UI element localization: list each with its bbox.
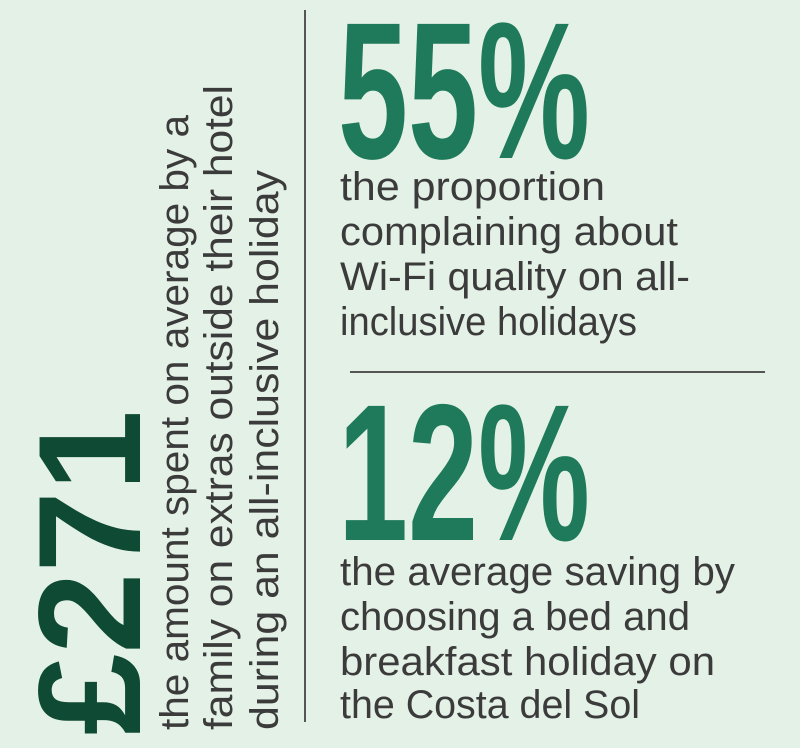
stat-bottom-right: 12% the average saving by choosing a bed… xyxy=(338,364,735,727)
stat-figure: 12% xyxy=(338,364,590,582)
stat-caption: family on extras outside their hotel xyxy=(197,85,241,730)
stat-caption: choosing a bed and xyxy=(340,595,690,639)
stat-caption: the Costa del Sol xyxy=(340,683,640,727)
stat-caption: the average saving by xyxy=(340,550,735,594)
stat-figure: £271 xyxy=(8,410,171,735)
stat-caption: during an all-inclusive holiday xyxy=(243,170,287,730)
stat-caption: the proportion xyxy=(340,165,605,209)
stat-caption: Wi-Fi quality on all- xyxy=(340,255,690,299)
stat-figure: 55% xyxy=(338,0,590,200)
stat-top-right: 55% the proportion complaining about Wi-… xyxy=(338,0,690,344)
stat-caption: complaining about xyxy=(340,210,678,254)
stat-caption: inclusive holidays xyxy=(340,300,637,344)
stat-left: £271 the amount spent on average by a fa… xyxy=(8,85,287,735)
stat-caption: the amount spent on average by a xyxy=(153,114,197,730)
stat-caption: breakfast holiday on xyxy=(340,640,715,684)
